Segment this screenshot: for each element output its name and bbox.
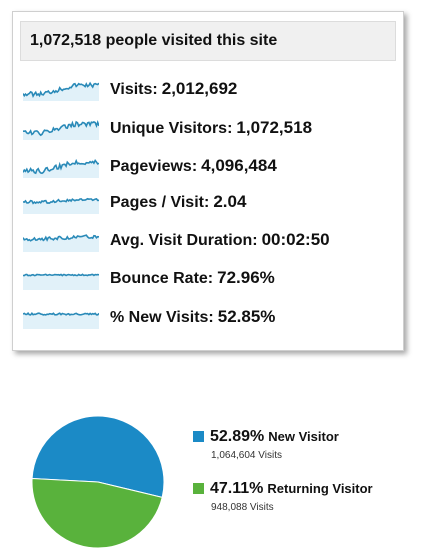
- legend-swatch-new-visitor: [193, 431, 204, 442]
- metric-label: Bounce Rate:: [110, 270, 214, 287]
- metric-label: Pages / Visit:: [110, 194, 210, 211]
- metric-row-pageviews[interactable]: Pageviews: 4,096,484: [23, 151, 393, 181]
- legend-label: New Visitor: [268, 429, 339, 444]
- card-title: 1,072,518 people visited this site: [30, 32, 278, 49]
- metric-label: Unique Visitors:: [110, 120, 233, 137]
- sparkline-line: [23, 158, 99, 175]
- metric-label: Avg. Visit Duration:: [110, 232, 258, 249]
- card-header: 1,072,518 people visited this site: [20, 21, 396, 61]
- sparkline-area: [23, 274, 99, 290]
- metric-value: 2.04: [213, 192, 247, 211]
- metric-row-avg-visit-duration[interactable]: Avg. Visit Duration: 00:02:50: [23, 225, 393, 255]
- metric-value: 72.96%: [217, 268, 275, 287]
- metric-row-pages-per-visit[interactable]: Pages / Visit: 2.04: [23, 187, 393, 217]
- pie-legend: 52.89% New Visitor 1,064,604 Visits 47.1…: [193, 428, 413, 532]
- sparkline-area: [23, 121, 99, 140]
- visitor-type-section: 52.89% New Visitor 1,064,604 Visits 47.1…: [0, 400, 422, 550]
- legend-visit-count: 948,088 Visits: [211, 502, 274, 513]
- legend-percent: 52.89%: [210, 428, 265, 445]
- metric-row-visits[interactable]: Visits: 2,012,692: [23, 74, 393, 104]
- sparkline-line: [23, 273, 99, 277]
- legend-swatch-returning-visitor: [193, 483, 204, 494]
- sparkline-line: [23, 81, 99, 99]
- legend-entry-new-visitor[interactable]: 52.89% New Visitor 1,064,604 Visits: [193, 428, 413, 480]
- pie-slice-returning-visitor[interactable]: [31, 477, 163, 549]
- sparkline-line: [23, 120, 99, 137]
- metric-row-new-visits[interactable]: % New Visits: 52.85%: [23, 302, 393, 332]
- sparkline-area: [23, 198, 99, 214]
- visitor-type-pie-chart[interactable]: [30, 414, 166, 550]
- sparkline-unique-visitors-icon: [23, 120, 99, 140]
- site-stats-card: 1,072,518 people visited this site Visit…: [12, 11, 404, 351]
- sparkline-new-visits-icon: [23, 312, 99, 329]
- legend-percent: 47.11%: [210, 480, 264, 497]
- legend-label: Returning Visitor: [267, 481, 373, 496]
- legend-visit-count: 1,064,604 Visits: [211, 450, 282, 461]
- sparkline-line: [23, 197, 99, 205]
- sparkline-pages-per-visit-icon: [23, 197, 99, 214]
- legend-entry-returning-visitor[interactable]: 47.11% Returning Visitor 948,088 Visits: [193, 480, 413, 532]
- sparkline-bounce-rate-icon: [23, 273, 99, 290]
- sparkline-avg-visit-duration-icon: [23, 234, 99, 252]
- sparkline-area: [23, 83, 99, 101]
- metric-value: 00:02:50: [261, 230, 330, 249]
- pie-slice-new-visitor[interactable]: [31, 415, 165, 498]
- metric-label: Pageviews:: [110, 158, 198, 175]
- sparkline-area: [23, 313, 99, 329]
- metric-value: 52.85%: [217, 307, 276, 326]
- metric-value: 1,072,518: [236, 118, 313, 137]
- sparkline-line: [23, 312, 99, 316]
- sparkline-line: [23, 234, 99, 242]
- metric-value: 4,096,484: [201, 156, 277, 175]
- sparkline-visits-icon: [23, 81, 99, 101]
- metric-label: Visits:: [110, 81, 158, 98]
- metric-value: 2,012,692: [161, 79, 238, 98]
- sparkline-pageviews-icon: [23, 158, 99, 178]
- metric-row-unique-visitors[interactable]: Unique Visitors: 1,072,518: [23, 113, 393, 143]
- metric-label: % New Visits:: [110, 309, 214, 326]
- metric-row-bounce-rate[interactable]: Bounce Rate: 72.96%: [23, 263, 393, 293]
